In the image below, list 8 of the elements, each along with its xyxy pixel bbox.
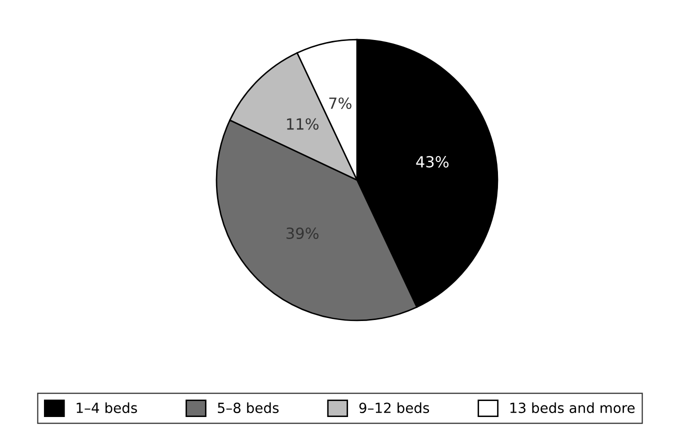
data-label: 43% [416, 156, 449, 168]
data-label: 7% [329, 97, 352, 110]
legend-label: 5–8 beds [218, 402, 279, 414]
data-label: 11% [287, 118, 318, 130]
legend-label: 1–4 beds [76, 402, 137, 414]
legend-label: 13 beds and more [510, 402, 635, 414]
legend-label: 9–12 beds [359, 402, 430, 414]
data-label: 39% [286, 228, 318, 240]
